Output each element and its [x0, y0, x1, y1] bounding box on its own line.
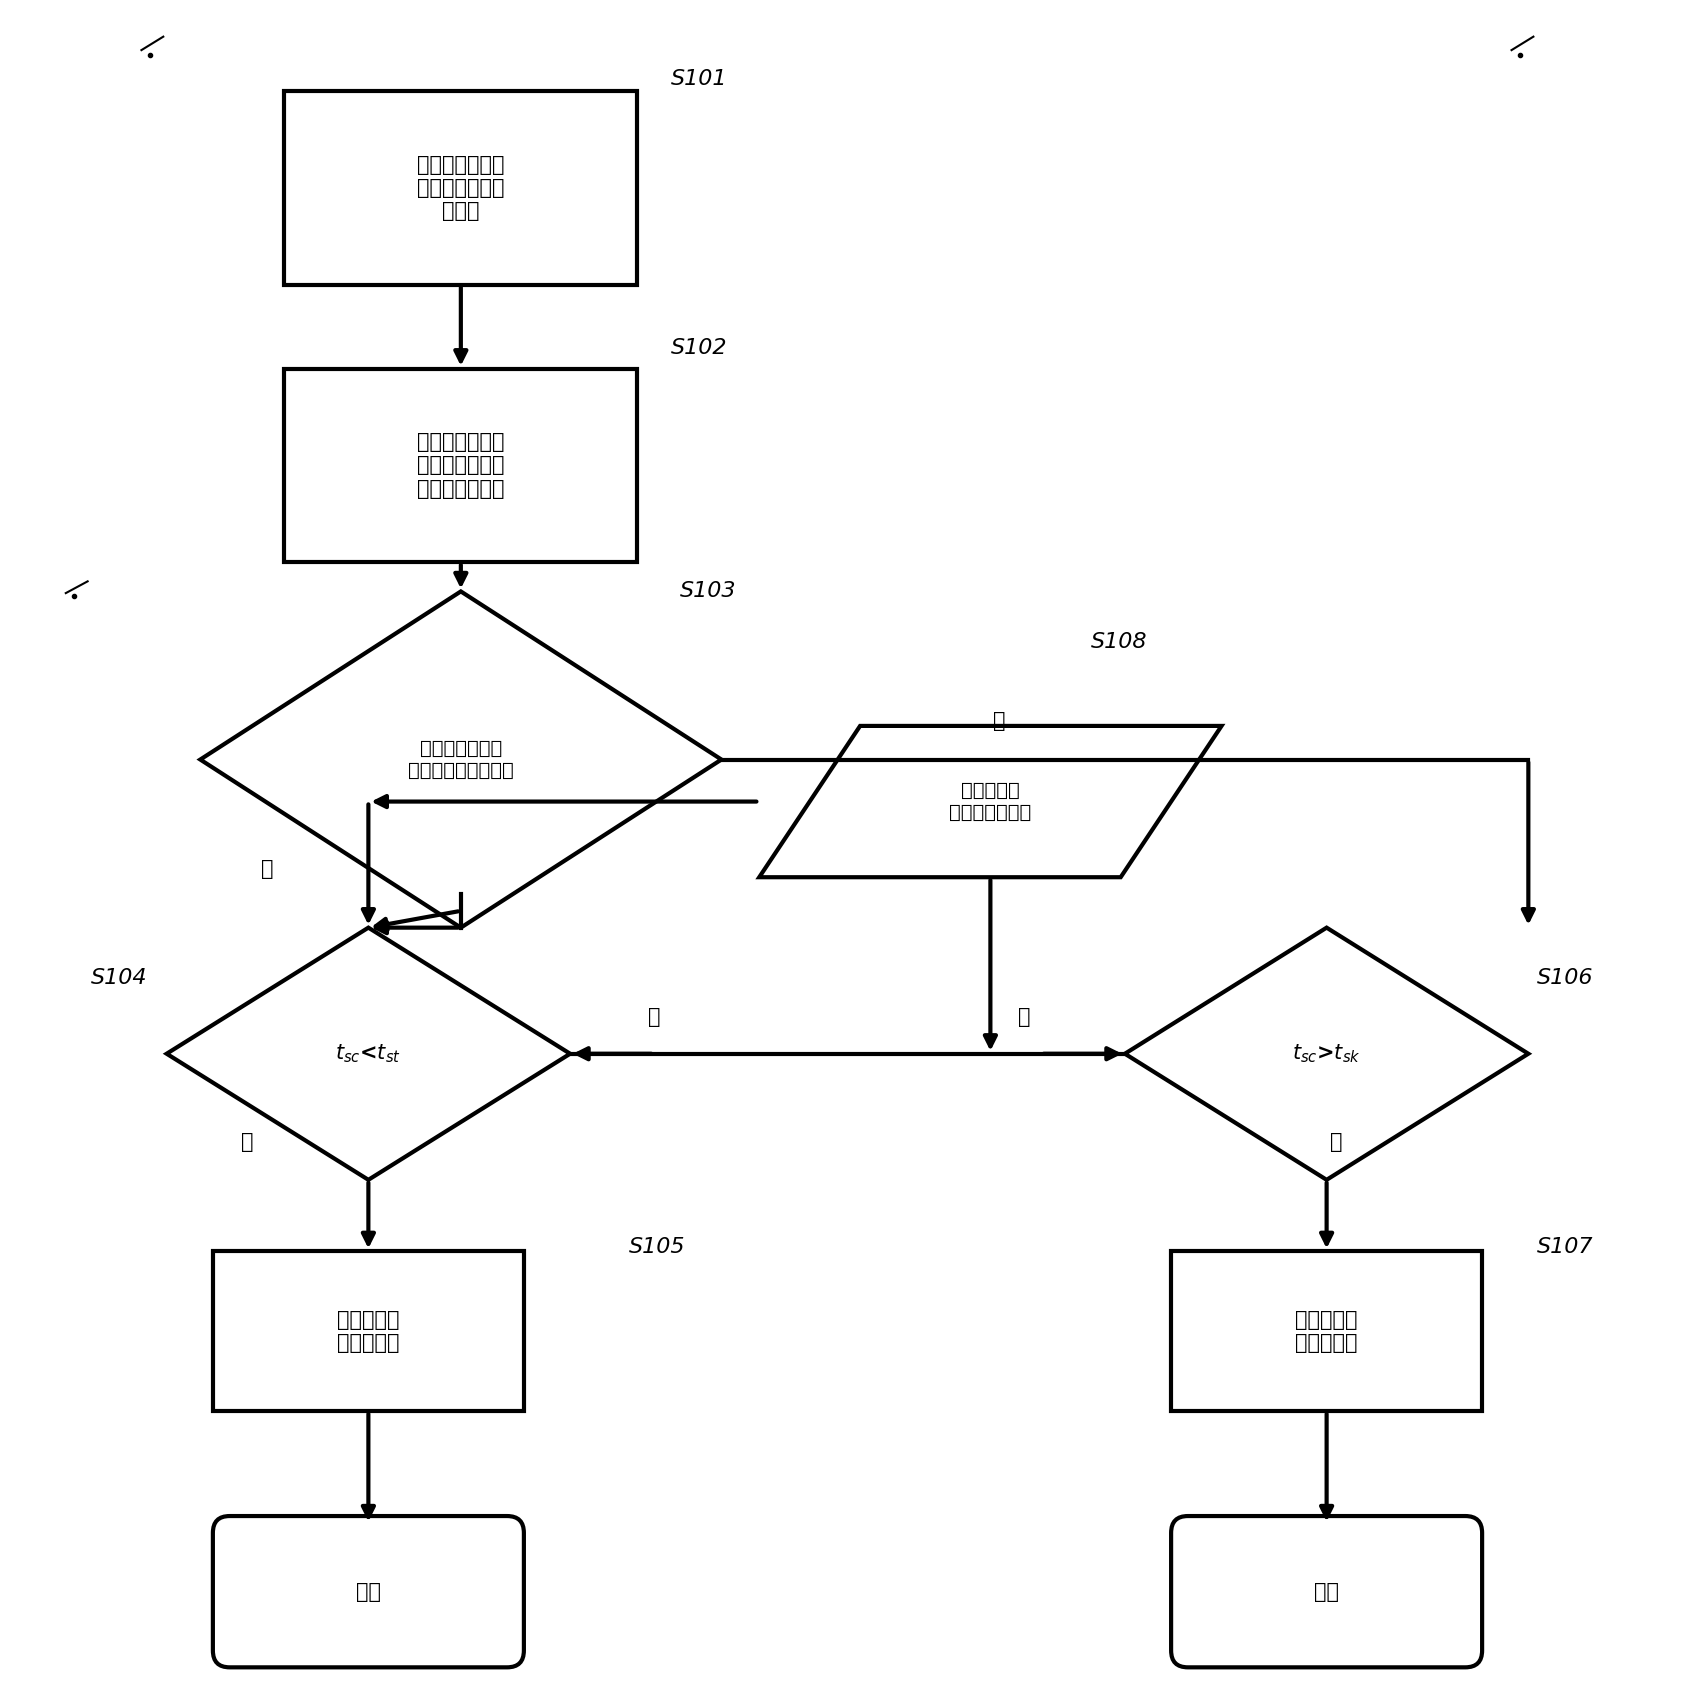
Text: 结束: 结束 [356, 1581, 381, 1602]
Bar [214, 1251, 524, 1411]
Text: 是: 是 [241, 1131, 254, 1152]
Text: 否: 否 [993, 711, 1005, 731]
Text: S102: S102 [671, 337, 727, 358]
Text: 是: 是 [261, 859, 275, 879]
Text: 是: 是 [1331, 1131, 1342, 1152]
Text: S105: S105 [629, 1237, 685, 1258]
Text: 否: 否 [647, 1007, 661, 1028]
Bar [285, 92, 637, 285]
Text: S103: S103 [680, 581, 736, 602]
Text: 结束: 结束 [1314, 1581, 1339, 1602]
Text: 开启变温子
间室的制冷: 开启变温子 间室的制冷 [1295, 1309, 1358, 1353]
Polygon shape [1125, 927, 1529, 1179]
Text: S104: S104 [92, 968, 147, 988]
Polygon shape [200, 591, 722, 927]
FancyBboxPatch shape [214, 1517, 524, 1667]
Text: $t_{sc}$<$t_{st}$: $t_{sc}$<$t_{st}$ [336, 1043, 402, 1065]
Polygon shape [166, 927, 570, 1179]
Bar [285, 368, 637, 562]
Polygon shape [759, 726, 1222, 878]
Text: 继续检测变
温子间室的温度: 继续检测变 温子间室的温度 [949, 780, 1032, 821]
Text: 否: 否 [1017, 1007, 1031, 1028]
Text: 对冷藏室和变温
子间室的温度进
行设置: 对冷藏室和变温 子间室的温度进 行设置 [417, 155, 505, 222]
Text: S106: S106 [1537, 968, 1593, 988]
Text: 判断变温子间室
的制冷运行是否开启: 判断变温子间室 的制冷运行是否开启 [408, 740, 514, 780]
Bar [1171, 1251, 1481, 1411]
Text: S108: S108 [1092, 632, 1148, 653]
FancyBboxPatch shape [1171, 1517, 1481, 1667]
Text: S107: S107 [1537, 1237, 1593, 1258]
Text: 获得变温子间室
的制冷开启温度
和制冷停止温度: 获得变温子间室 的制冷开启温度 和制冷停止温度 [417, 433, 505, 499]
Text: S101: S101 [671, 68, 727, 89]
Text: 停止变温子
间室的制冷: 停止变温子 间室的制冷 [337, 1309, 400, 1353]
Text: $t_{sc}$>$t_{sk}$: $t_{sc}$>$t_{sk}$ [1292, 1043, 1361, 1065]
